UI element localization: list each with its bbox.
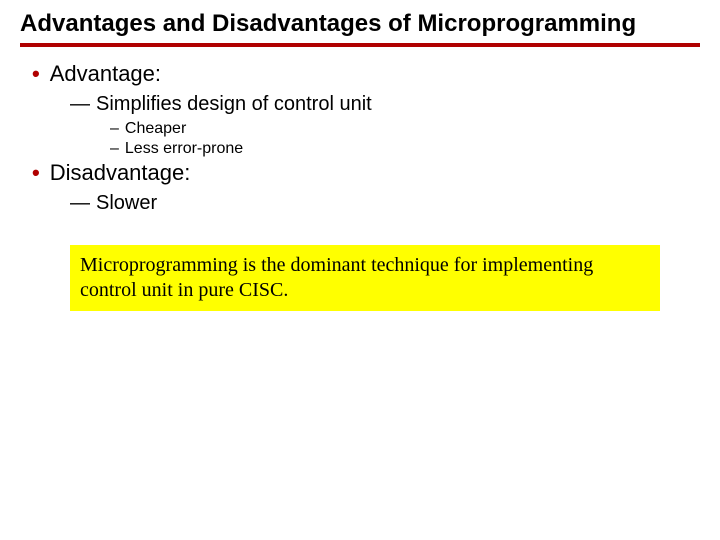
section-label: Advantage: — [50, 61, 161, 87]
endash-icon: – — [110, 140, 119, 158]
dash-icon: — — [70, 93, 90, 116]
bullet-disadvantage: • Disadvantage: — [32, 160, 700, 186]
subitem-slower: — Slower — [70, 192, 700, 215]
bullet-icon: • — [32, 61, 40, 87]
subsubitem-cheaper: – Cheaper — [110, 120, 700, 138]
endash-icon: – — [110, 120, 119, 138]
highlight-note: Microprogramming is the dominant techniq… — [70, 245, 660, 311]
subsubitem-text: Cheaper — [125, 120, 186, 138]
subsubitem-less-error: – Less error-prone — [110, 140, 700, 158]
subsubitem-text: Less error-prone — [125, 140, 243, 158]
subitem-text: Simplifies design of control unit — [96, 93, 372, 116]
subitem-simplifies: — Simplifies design of control unit — [70, 93, 700, 116]
slide-title: Advantages and Disadvantages of Micropro… — [20, 10, 700, 47]
bullet-icon: • — [32, 160, 40, 186]
subitem-text: Slower — [96, 192, 157, 215]
dash-icon: — — [70, 192, 90, 215]
section-label: Disadvantage: — [50, 160, 191, 186]
bullet-advantage: • Advantage: — [32, 61, 700, 87]
